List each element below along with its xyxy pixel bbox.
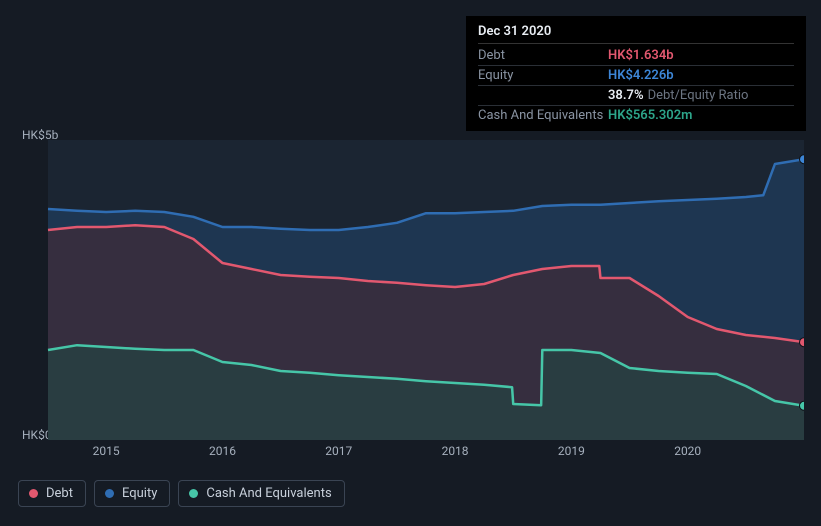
x-axis-tick: 2017 bbox=[325, 444, 352, 458]
tooltip-row-value: HK$565.302m bbox=[608, 108, 692, 123]
chart-svg bbox=[18, 140, 804, 440]
x-axis: 2015 2016 2017 2018 2019 2020 bbox=[18, 444, 804, 462]
tooltip-row: 38.7%Debt/Equity Ratio bbox=[478, 86, 794, 106]
tooltip-row-label: Equity bbox=[478, 68, 608, 83]
tooltip-row-label: Debt bbox=[478, 48, 608, 63]
legend-label: Cash And Equivalents bbox=[206, 486, 331, 501]
end-dot-cash bbox=[800, 401, 805, 410]
legend-dot-icon bbox=[189, 489, 198, 498]
tooltip-row-label: Cash And Equivalents bbox=[478, 108, 608, 123]
tooltip-panel: Dec 31 2020 DebtHK$1.634bEquityHK$4.226b… bbox=[466, 16, 806, 131]
x-axis-tick: 2019 bbox=[558, 444, 585, 458]
tooltip-row-label bbox=[478, 88, 608, 103]
tooltip-row-value: HK$1.634b bbox=[608, 48, 674, 63]
legend-item-equity[interactable]: Equity bbox=[94, 480, 170, 507]
legend-label: Equity bbox=[122, 486, 157, 501]
tooltip-row-value: HK$4.226b bbox=[608, 68, 674, 83]
tooltip-row: EquityHK$4.226b bbox=[478, 66, 794, 86]
legend-dot-icon bbox=[105, 489, 114, 498]
tooltip-date: Dec 31 2020 bbox=[478, 24, 794, 44]
x-axis-tick: 2020 bbox=[674, 444, 701, 458]
x-axis-tick: 2016 bbox=[209, 444, 236, 458]
x-axis-tick: 2018 bbox=[442, 444, 469, 458]
tooltip-row: DebtHK$1.634b bbox=[478, 46, 794, 66]
legend: Debt Equity Cash And Equivalents bbox=[18, 480, 345, 507]
legend-dot-icon bbox=[29, 489, 38, 498]
x-axis-tick: 2015 bbox=[93, 444, 120, 458]
legend-item-cash[interactable]: Cash And Equivalents bbox=[178, 480, 344, 507]
tooltip-row-value: 38.7%Debt/Equity Ratio bbox=[608, 88, 748, 103]
legend-item-debt[interactable]: Debt bbox=[18, 480, 86, 507]
chart-container: Dec 31 2020 DebtHK$1.634bEquityHK$4.226b… bbox=[0, 0, 821, 526]
tooltip-row: Cash And EquivalentsHK$565.302m bbox=[478, 106, 794, 125]
chart-plot[interactable] bbox=[18, 140, 804, 440]
end-dot-debt bbox=[800, 338, 805, 347]
legend-label: Debt bbox=[46, 486, 73, 501]
tooltip-row-suffix: Debt/Equity Ratio bbox=[648, 88, 749, 103]
end-dot-equity bbox=[800, 155, 805, 164]
